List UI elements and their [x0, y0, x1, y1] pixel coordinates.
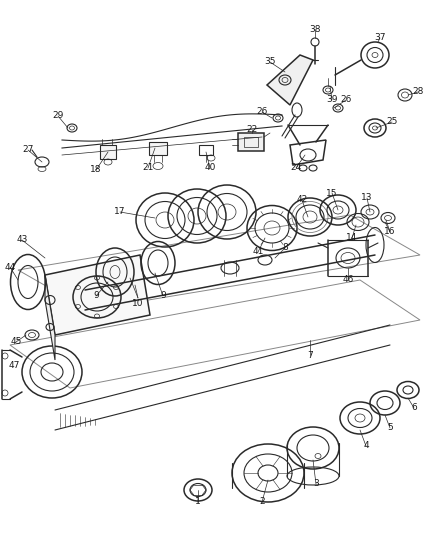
- Text: 16: 16: [384, 228, 396, 237]
- Text: 44: 44: [4, 262, 16, 271]
- Text: 15: 15: [326, 189, 338, 198]
- Text: 14: 14: [346, 233, 358, 243]
- Text: 24: 24: [290, 164, 302, 173]
- Text: 5: 5: [387, 424, 393, 432]
- Text: 17: 17: [114, 207, 126, 216]
- Text: 47: 47: [8, 361, 20, 370]
- Text: 8: 8: [282, 244, 288, 253]
- Text: 28: 28: [412, 87, 424, 96]
- Text: 4: 4: [363, 441, 369, 450]
- Text: 45: 45: [11, 337, 22, 346]
- Text: 6: 6: [411, 403, 417, 413]
- Bar: [149, 142, 167, 155]
- Text: 3: 3: [313, 480, 319, 489]
- Text: 9: 9: [160, 292, 166, 301]
- Text: 7: 7: [307, 351, 313, 359]
- Text: 40: 40: [204, 164, 215, 173]
- Text: 9: 9: [93, 292, 99, 301]
- Polygon shape: [45, 255, 150, 335]
- Text: 26: 26: [256, 108, 268, 117]
- Text: 42: 42: [297, 196, 307, 205]
- Text: 38: 38: [309, 26, 321, 35]
- Text: 41: 41: [252, 247, 264, 256]
- Bar: [199, 145, 213, 155]
- Text: 27: 27: [22, 146, 34, 155]
- Text: 43: 43: [16, 236, 28, 245]
- Text: 46: 46: [343, 276, 354, 285]
- Text: 1: 1: [195, 497, 201, 506]
- Text: 13: 13: [361, 193, 373, 203]
- Text: 26: 26: [340, 95, 352, 104]
- Polygon shape: [45, 275, 55, 360]
- Text: 21: 21: [142, 164, 154, 173]
- Text: 22: 22: [246, 125, 258, 134]
- Text: 10: 10: [132, 298, 144, 308]
- Text: 39: 39: [326, 95, 338, 104]
- Bar: [244, 137, 258, 147]
- Bar: [238, 133, 264, 151]
- Text: 37: 37: [374, 34, 386, 43]
- Text: 2: 2: [259, 497, 265, 506]
- Text: 25: 25: [386, 117, 398, 126]
- Text: 18: 18: [90, 166, 102, 174]
- Polygon shape: [267, 55, 313, 105]
- Bar: [100, 145, 116, 159]
- Text: 35: 35: [264, 58, 276, 67]
- Text: 29: 29: [52, 111, 64, 120]
